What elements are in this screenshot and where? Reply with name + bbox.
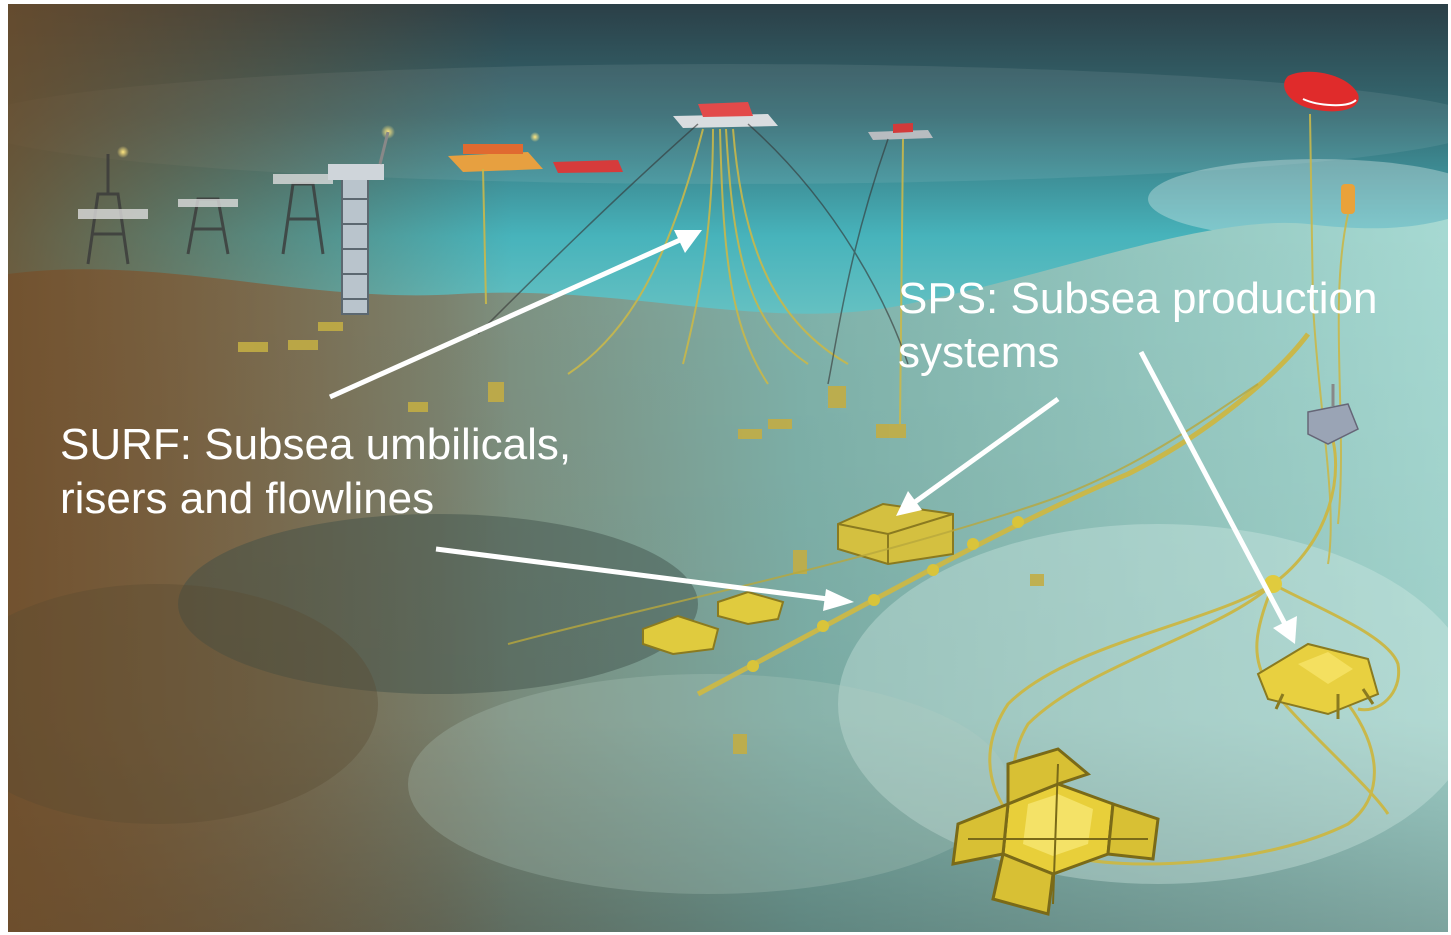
subsea-templates [642, 590, 785, 656]
surf-label: SURF: Subsea umbilicals, risers and flow… [60, 420, 572, 523]
surf-riser-arrow [328, 230, 702, 400]
wellhead-right [1256, 642, 1380, 719]
large-wellhead-template [951, 747, 1160, 916]
sps-manifold-arrow [896, 396, 1060, 516]
annotation-arrows [328, 230, 1297, 644]
subsea-field-illustration: SURF: Subsea umbilicals, risers and flow… [8, 4, 1448, 932]
surf-flowline-arrow [435, 546, 854, 611]
sps-wellhead-arrow [1138, 350, 1297, 644]
scene-artwork [8, 4, 1448, 932]
flowline [507, 332, 1310, 697]
red-vessel [1284, 71, 1359, 112]
surface-vessels [448, 71, 1359, 214]
small-subsea-structures [238, 322, 1044, 754]
sps-label: SPS: Subsea production systems [898, 274, 1378, 377]
subsea-pump [1307, 384, 1359, 445]
spar-platform [328, 131, 390, 315]
